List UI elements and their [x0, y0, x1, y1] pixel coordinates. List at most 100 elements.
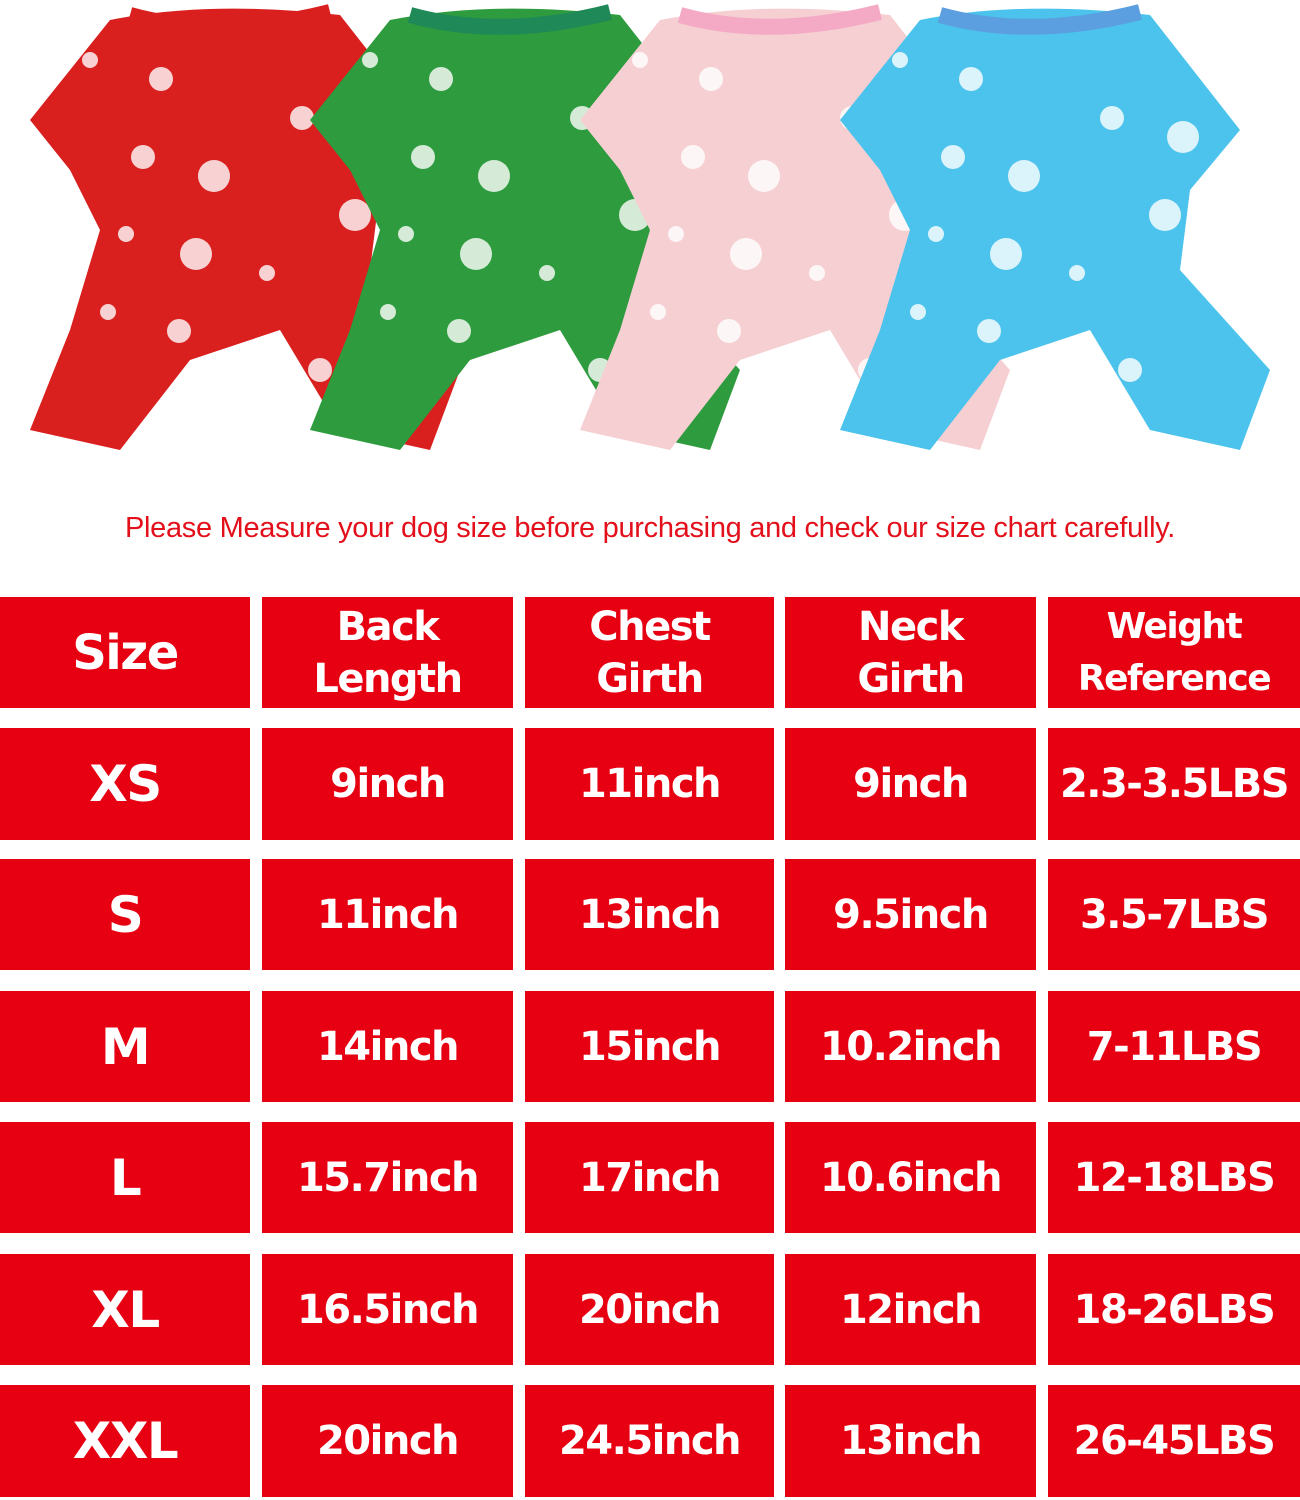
cell-size: S: [0, 859, 250, 970]
cell-back-length: 15.7inch: [262, 1122, 513, 1233]
cell-back-length: 20inch: [262, 1385, 513, 1497]
cell-neck-girth: 13inch: [785, 1385, 1036, 1497]
cell-neck-girth-text: 12inch: [839, 1286, 983, 1333]
cell-weight-reference: 3.5-7LBS: [1048, 859, 1300, 970]
cell-weight-reference-text: 12-18LBS: [1073, 1154, 1276, 1201]
header-chest-girth-text: Chest Girth: [589, 603, 711, 702]
cell-chest-girth-text: 11inch: [578, 761, 722, 807]
blue-santa-pajama: [840, 4, 1270, 450]
print-motif: [198, 160, 230, 192]
cell-back-length-text: 15.7inch: [296, 1154, 480, 1201]
cell-chest-girth: 13inch: [525, 859, 774, 970]
print-motif: [1008, 160, 1040, 192]
cell-size-text: XS: [89, 755, 162, 813]
cell-weight-reference: 26-45LBS: [1048, 1385, 1300, 1497]
print-motif: [791, 343, 807, 359]
header-size: Size: [0, 597, 250, 708]
print-motif: [941, 145, 965, 169]
cell-size-text: XXL: [72, 1412, 179, 1470]
print-motif: [131, 145, 155, 169]
cell-chest-girth-text: 20inch: [578, 1286, 722, 1333]
print-motif: [521, 343, 537, 359]
cell-chest-girth-text: 15inch: [578, 1023, 722, 1070]
cell-neck-girth-text: 9inch: [853, 761, 969, 807]
print-motif: [380, 304, 396, 320]
cell-weight-reference-text: 2.3-3.5LBS: [1059, 761, 1290, 807]
print-motif: [100, 304, 116, 320]
cell-neck-girth: 10.6inch: [785, 1122, 1036, 1233]
product-photos: [30, 4, 1270, 450]
header-back-length-text: Back Length: [313, 603, 463, 702]
cell-size: XS: [0, 728, 250, 840]
header-weight-reference-text: Weight Reference: [1077, 605, 1272, 699]
print-motif: [632, 52, 648, 68]
print-motif: [650, 304, 666, 320]
cell-neck-girth-text: 10.2inch: [819, 1023, 1003, 1070]
print-motif: [429, 67, 453, 91]
cell-back-length-text: 16.5inch: [296, 1286, 480, 1333]
print-motif: [977, 319, 1001, 343]
cell-chest-girth-text: 13inch: [578, 891, 722, 938]
header-back-length: Back Length: [262, 597, 513, 708]
cell-weight-reference: 18-26LBS: [1048, 1254, 1300, 1365]
print-motif: [681, 145, 705, 169]
cell-neck-girth: 9.5inch: [785, 859, 1036, 970]
cell-neck-girth: 10.2inch: [785, 991, 1036, 1102]
size-notice: Please Measure your dog size before purc…: [124, 512, 1176, 544]
print-motif: [990, 238, 1022, 270]
print-motif: [699, 67, 723, 91]
cell-size-text: L: [109, 1148, 142, 1207]
cell-chest-girth: 17inch: [525, 1122, 774, 1233]
print-motif: [411, 145, 435, 169]
print-motif: [1149, 199, 1181, 231]
cell-chest-girth-text: 17inch: [578, 1154, 722, 1201]
cell-chest-girth: 11inch: [525, 728, 774, 840]
cell-size-text: XL: [91, 1280, 160, 1339]
cell-neck-girth-text: 10.6inch: [819, 1154, 1003, 1201]
cell-weight-reference-text: 26-45LBS: [1073, 1418, 1276, 1464]
cell-size: L: [0, 1122, 250, 1233]
print-motif: [447, 319, 471, 343]
print-motif: [339, 199, 371, 231]
cell-weight-reference: 2.3-3.5LBS: [1048, 728, 1300, 840]
print-motif: [809, 265, 825, 281]
header-chest-girth: Chest Girth: [525, 597, 774, 708]
print-motif: [959, 67, 983, 91]
print-motif: [478, 160, 510, 192]
cell-back-length: 16.5inch: [262, 1254, 513, 1365]
cell-chest-girth: 20inch: [525, 1254, 774, 1365]
print-motif: [259, 265, 275, 281]
cell-weight-reference: 7-11LBS: [1048, 991, 1300, 1102]
header-neck-girth-text: Neck Girth: [857, 603, 965, 702]
cell-back-length-text: 9inch: [330, 761, 446, 807]
cell-back-length: 14inch: [262, 991, 513, 1102]
cell-weight-reference-text: 18-26LBS: [1073, 1286, 1276, 1333]
print-motif: [1069, 265, 1085, 281]
print-motif: [1051, 343, 1067, 359]
cell-weight-reference-text: 7-11LBS: [1086, 1023, 1263, 1070]
cell-neck-girth: 12inch: [785, 1254, 1036, 1365]
cell-size: XXL: [0, 1385, 250, 1497]
print-motif: [1167, 121, 1199, 153]
print-motif: [730, 238, 762, 270]
print-motif: [398, 226, 414, 242]
cell-neck-girth-text: 9.5inch: [833, 891, 989, 938]
print-motif: [180, 238, 212, 270]
print-motif: [290, 106, 314, 130]
print-motif: [910, 304, 926, 320]
print-motif: [668, 226, 684, 242]
print-motif: [308, 358, 332, 382]
cell-size-text: S: [107, 885, 144, 944]
cell-back-length-text: 14inch: [316, 1023, 460, 1070]
cell-size: M: [0, 991, 250, 1102]
header-neck-girth: Neck Girth: [785, 597, 1036, 708]
cell-chest-girth-text: 24.5inch: [558, 1418, 742, 1464]
cell-weight-reference: 12-18LBS: [1048, 1122, 1300, 1233]
print-motif: [241, 343, 257, 359]
print-motif: [928, 226, 944, 242]
cell-back-length: 11inch: [262, 859, 513, 970]
print-motif: [717, 319, 741, 343]
cell-back-length-text: 20inch: [316, 1418, 460, 1464]
cell-back-length: 9inch: [262, 728, 513, 840]
print-motif: [82, 52, 98, 68]
